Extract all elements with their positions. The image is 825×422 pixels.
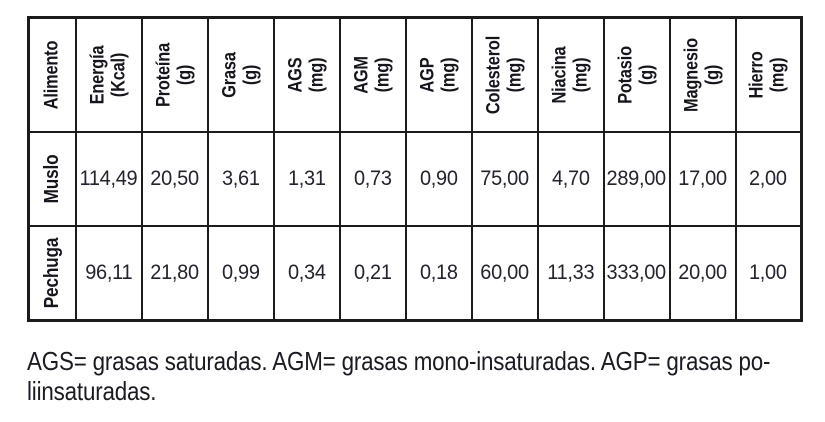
- column-label: Magnesio: [681, 38, 703, 112]
- nutrition-table: Alimento Energía (Kcal) Proteína (g) Gra…: [27, 16, 803, 322]
- column-label: Niacina: [549, 46, 571, 104]
- cell-pechuga-ags: 0,34: [272, 225, 341, 322]
- footnote-line-1: AGS= grasas saturadas. AGM= grasas mono-…: [27, 346, 771, 376]
- column-unit: (mg): [504, 57, 526, 93]
- column-label: Potasio: [615, 46, 637, 104]
- cell-pechuga-agp: 0,18: [404, 225, 473, 322]
- header-cell-niacina: Niacina (mg): [536, 16, 605, 133]
- column-unit: (Kcal): [108, 52, 130, 98]
- header-row: Alimento Energía (Kcal) Proteína (g) Gra…: [27, 16, 803, 133]
- cell-pechuga-hierro: 1,00: [734, 225, 803, 322]
- cell-muslo-magnesio: 17,00: [668, 131, 737, 227]
- column-unit: (mg): [438, 57, 460, 93]
- header-cell-potasio: Potasio (g): [602, 16, 671, 133]
- cell-muslo-agp: 0,90: [404, 131, 473, 227]
- cell-pechuga-energia: 96,11: [74, 225, 143, 322]
- header-cell-grasa: Grasa (g): [206, 16, 275, 133]
- footnote-line-2: liinsaturadas.: [27, 376, 157, 406]
- cell-muslo-energia: 114,49: [74, 131, 143, 227]
- header-cell-colesterol: Colesterol (mg): [470, 16, 539, 133]
- cell-pechuga-potasio: 333,00: [602, 225, 671, 322]
- column-unit: (mg): [306, 57, 328, 93]
- table-row-pechuga: Pechuga 96,11 21,80 0,99 0,34 0,21 0,18 …: [27, 225, 803, 322]
- header-cell-agp: AGP (mg): [404, 16, 473, 133]
- column-label: AGM: [351, 56, 373, 94]
- cell-pechuga-grasa: 0,99: [206, 225, 275, 322]
- column-label: AGS: [285, 57, 307, 93]
- column-unit: (mg): [768, 57, 790, 93]
- cell-muslo-niacina: 4,70: [536, 131, 605, 227]
- cell-muslo-colesterol: 75,00: [470, 131, 539, 227]
- row-label: Pechuga: [41, 237, 64, 309]
- header-cell-hierro: Hierro (mg): [734, 16, 803, 133]
- cell-muslo-agm: 0,73: [338, 131, 407, 227]
- column-unit: (mg): [372, 57, 394, 93]
- header-cell-agm: AGM (mg): [338, 16, 407, 133]
- cell-pechuga-magnesio: 20,00: [668, 225, 737, 322]
- column-unit: (g): [240, 64, 262, 86]
- column-label: Grasa: [219, 52, 241, 98]
- column-unit: (g): [174, 64, 196, 86]
- cell-pechuga-colesterol: 60,00: [470, 225, 539, 322]
- header-cell-magnesio: Magnesio (g): [668, 16, 737, 133]
- row-label: Muslo: [41, 154, 64, 204]
- cell-muslo-grasa: 3,61: [206, 131, 275, 227]
- header-cell-energia: Energía (Kcal): [74, 16, 143, 133]
- cell-muslo-hierro: 2,00: [734, 131, 803, 227]
- row-label-muslo: Muslo: [27, 131, 77, 227]
- column-label: Proteína: [153, 42, 175, 108]
- column-label: Alimento: [41, 40, 63, 110]
- cell-pechuga-niacina: 11,33: [536, 225, 605, 322]
- cell-pechuga-agm: 0,21: [338, 225, 407, 322]
- cell-muslo-proteina: 20,50: [140, 131, 209, 227]
- table-row-muslo: Muslo 114,49 20,50 3,61 1,31 0,73 0,90 7…: [27, 131, 803, 227]
- column-label: AGP: [417, 57, 439, 93]
- column-label: Colesterol: [483, 35, 505, 115]
- header-cell-alimento: Alimento: [27, 16, 77, 133]
- cell-muslo-ags: 1,31: [272, 131, 341, 227]
- column-label: Hierro: [746, 51, 768, 99]
- column-unit: (g): [702, 64, 724, 86]
- column-unit: (mg): [570, 57, 592, 93]
- row-label-pechuga: Pechuga: [27, 225, 77, 322]
- column-label: Energía: [87, 45, 109, 105]
- column-unit: (g): [636, 64, 658, 86]
- header-cell-ags: AGS (mg): [272, 16, 341, 133]
- header-cell-proteina: Proteína (g): [140, 16, 209, 133]
- cell-pechuga-proteina: 21,80: [140, 225, 209, 322]
- table-footnote: AGS= grasas saturadas. AGM= grasas mono-…: [27, 346, 771, 406]
- cell-muslo-potasio: 289,00: [602, 131, 671, 227]
